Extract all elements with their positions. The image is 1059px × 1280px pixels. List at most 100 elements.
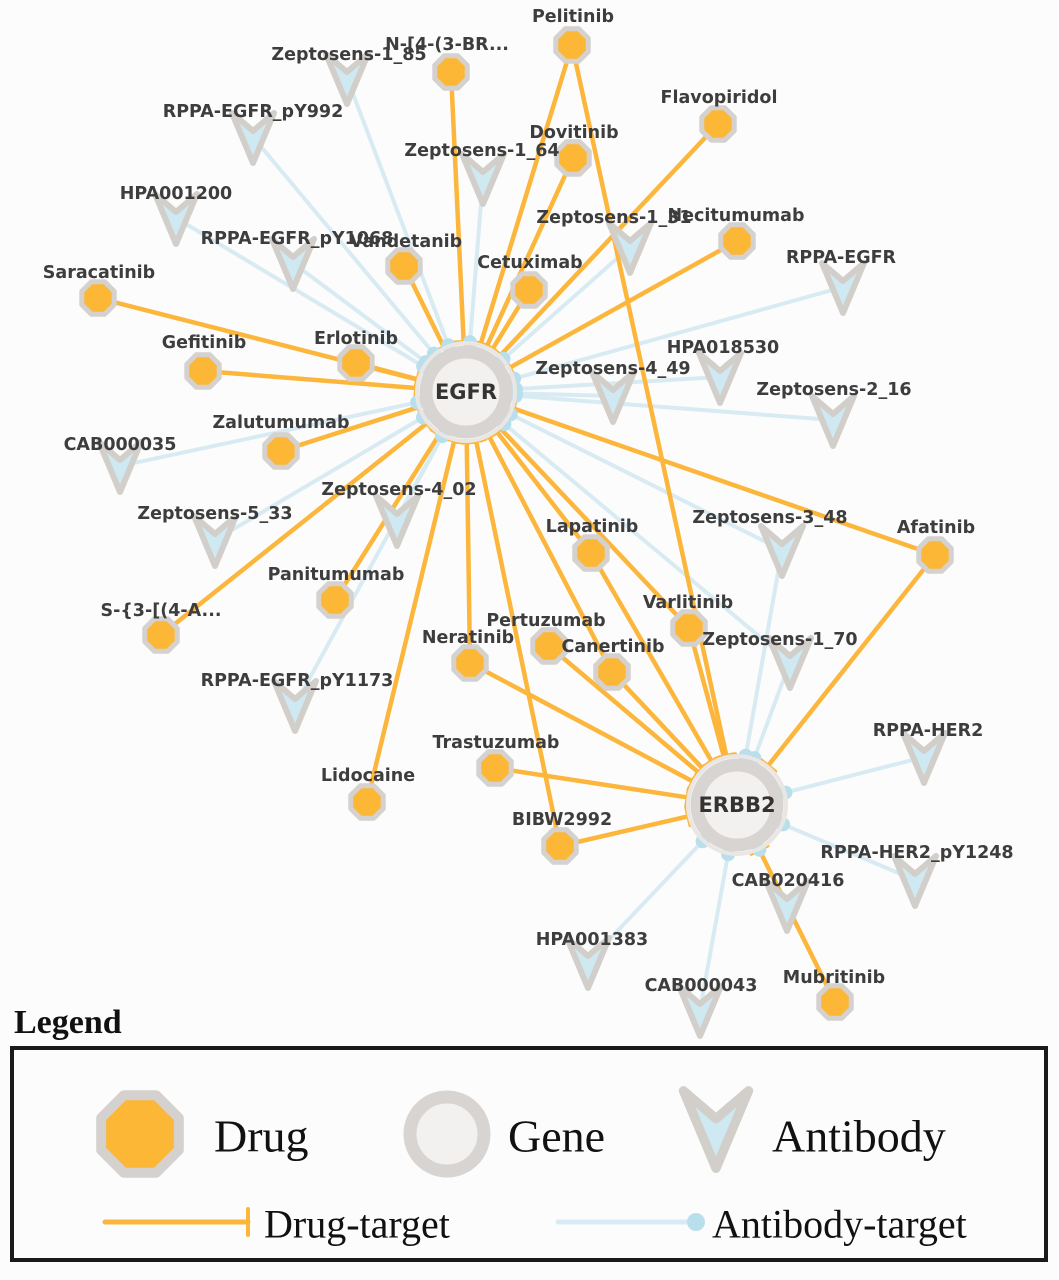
label-pertuzumab: Pertuzumab [486,611,605,631]
edge-rppa-egfr-egfr [512,285,845,381]
edge-afatinib-egfr [510,406,938,558]
label-s-3-4-a: S-{3-[(4-A... [100,601,221,621]
node-cab000043[interactable] [676,983,724,1039]
legend-antibody-target-dot [687,1213,705,1231]
label-trastuzumab: Trastuzumab [433,733,560,753]
drug-octagon-icon [337,344,375,382]
node-hpa001200[interactable] [152,191,200,247]
drug-octagon-icon [553,26,591,64]
antibody-chevron-icon [606,220,654,276]
antibody-chevron-icon [191,513,239,569]
node-hpa018530[interactable] [696,350,744,406]
node-gefitinib[interactable] [184,352,222,390]
node-zeptosens-5-33[interactable] [191,513,239,569]
edge-s-3-4-a-egfr [158,420,430,638]
antibody-chevron-icon [269,236,317,292]
node-hpa001383[interactable] [564,935,612,991]
label-zeptosens-1-85: Zeptosens-1_85 [271,45,426,65]
node-rppa-her2[interactable] [900,730,948,786]
node-dovitinib[interactable] [554,139,592,177]
edge-bibw2992-egfr [473,438,563,849]
label-neratinib: Neratinib [422,628,514,648]
antibody-chevron-icon [766,635,814,691]
label-zeptosens-2-16: Zeptosens-2_16 [756,380,911,400]
node-rppa-egfr-py1068[interactable] [269,236,317,292]
node-varlitinib[interactable] [670,609,708,647]
node-bibw2992[interactable] [541,827,579,865]
edge-cab000043-erbb2 [698,852,731,1012]
node-panitumumab[interactable] [316,581,354,619]
label-necitumumab: Necitumumab [668,206,805,226]
node-necitumumab[interactable] [718,222,756,260]
label-panitumumab: Panitumumab [268,565,405,585]
edge-zalutumumab-egfr [278,404,421,454]
edge-mubritinib-erbb2 [757,847,838,1005]
edge-lidocaine-egfr [364,438,457,805]
node-trastuzumab[interactable] [476,749,514,787]
drug-octagon-icon [262,432,300,470]
edge-zeptosens-3-48-erbb2 [743,548,784,758]
label-zeptosens-4-49: Zeptosens-4_49 [535,359,690,379]
drug-octagon-icon [385,247,423,285]
node-zeptosens-1-70[interactable] [766,635,814,691]
edge-neratinib-egfr [464,439,473,666]
edge-dovitinib-egfr [484,155,576,349]
gene-circle-icon [419,345,513,439]
label-gefitinib: Gefitinib [162,333,247,353]
node-zeptosens-4-49[interactable] [589,369,637,425]
node-saracatinib[interactable] [79,279,117,317]
legend-gene-icon [403,1090,491,1178]
node-zeptosens-1-85[interactable] [323,51,371,107]
node-n-4-3-br[interactable] [432,53,470,91]
legend-antibody-target-label: Antibody-target [712,1202,967,1247]
node-s-3-4-a[interactable] [142,616,180,654]
node-rppa-egfr-py1173[interactable] [271,678,319,734]
node-neratinib[interactable] [451,644,489,682]
drug-octagon-icon [916,536,954,574]
node-canertinib[interactable] [593,653,631,691]
node-mubritinib[interactable] [816,983,854,1021]
node-pertuzumab[interactable] [530,627,568,665]
node-egfr[interactable]: EGFR [415,341,517,443]
label-hpa018530: HPA018530 [667,338,779,358]
edge-lapatinib-egfr [494,429,594,556]
node-rppa-egfr-py992[interactable] [229,110,277,166]
edge-cab000035-egfr [118,400,420,468]
drug-octagon-icon [572,534,610,572]
nodes: EGFR ERBB2 [79,26,954,1039]
node-flavopiridol[interactable] [699,105,737,143]
node-lidocaine[interactable] [348,783,386,821]
label-canertinib: Canertinib [562,637,665,657]
legend-drug-target-label: Drug-target [264,1202,450,1247]
edge-rppa-egfr-py992-egfr [251,135,436,356]
legend-antibody-label: Antibody [772,1111,946,1162]
node-zeptosens-3-48[interactable] [758,523,806,579]
antibody-chevron-icon [459,151,507,207]
node-afatinib[interactable] [916,536,954,574]
node-vandetanib[interactable] [385,247,423,285]
node-cetuximab[interactable] [510,271,548,309]
node-zeptosens-4-02[interactable] [373,493,421,549]
node-pelitinib[interactable] [553,26,591,64]
edge-trastuzumab-erbb2 [492,765,690,800]
node-erbb2[interactable]: ERBB2 [686,754,788,856]
node-erlotinib[interactable] [337,344,375,382]
antibody-chevron-icon [271,678,319,734]
node-rppa-her2-py1248[interactable] [891,853,939,909]
antibody-chevron-icon [152,191,200,247]
node-rppa-egfr[interactable] [819,260,867,316]
node-cab000035[interactable] [96,439,144,495]
node-zalutumumab[interactable] [262,432,300,470]
node-lapatinib[interactable] [572,534,610,572]
gene-halo [415,341,517,443]
edge-n-4-3-br-egfr [448,69,466,345]
node-cab020416[interactable] [763,878,811,934]
label-hpa001200: HPA001200 [120,184,232,204]
node-zeptosens-1-31[interactable] [606,220,654,276]
antibody-chevron-icon [373,493,421,549]
label-egfr: EGFR [435,380,497,404]
node-zeptosens-1-64[interactable] [459,151,507,207]
drug-octagon-icon [541,827,579,865]
legend-drug-label: Drug [214,1111,309,1162]
node-zeptosens-2-16[interactable] [809,393,857,449]
